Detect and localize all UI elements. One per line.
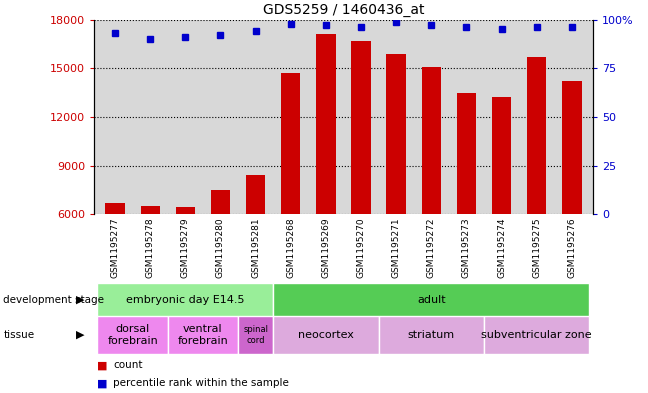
Text: GSM1195278: GSM1195278	[146, 218, 155, 278]
Bar	[492, 97, 511, 214]
Text: ■: ■	[97, 360, 108, 371]
Bar	[211, 190, 230, 214]
Text: ventral
forebrain: ventral forebrain	[178, 324, 228, 346]
Bar	[457, 93, 476, 214]
Bar	[422, 67, 441, 214]
Text: GSM1195271: GSM1195271	[391, 218, 400, 278]
Bar	[386, 54, 406, 214]
Bar	[168, 316, 238, 354]
Bar	[141, 206, 160, 214]
Text: striatum: striatum	[408, 330, 455, 340]
Bar	[378, 316, 484, 354]
Text: GSM1195273: GSM1195273	[462, 218, 471, 278]
Text: GSM1195280: GSM1195280	[216, 218, 225, 278]
Text: percentile rank within the sample: percentile rank within the sample	[113, 378, 289, 388]
Text: GSM1195269: GSM1195269	[321, 218, 330, 278]
Text: neocortex: neocortex	[298, 330, 354, 340]
Text: development stage: development stage	[3, 295, 104, 305]
Text: ▶: ▶	[76, 330, 84, 340]
Text: GSM1195279: GSM1195279	[181, 218, 190, 278]
Text: GSM1195268: GSM1195268	[286, 218, 295, 278]
Bar	[484, 316, 590, 354]
Text: GSM1195270: GSM1195270	[356, 218, 365, 278]
Text: adult: adult	[417, 295, 446, 305]
Bar	[562, 81, 581, 214]
Bar	[238, 316, 273, 354]
Bar	[176, 207, 195, 214]
Text: subventricular zone: subventricular zone	[481, 330, 592, 340]
Bar	[527, 57, 546, 214]
Text: tissue: tissue	[3, 330, 34, 340]
Bar	[97, 283, 273, 316]
Text: GSM1195276: GSM1195276	[568, 218, 576, 278]
Text: ▶: ▶	[76, 295, 84, 305]
Bar	[281, 73, 301, 214]
Title: GDS5259 / 1460436_at: GDS5259 / 1460436_at	[262, 3, 424, 17]
Text: embryonic day E14.5: embryonic day E14.5	[126, 295, 244, 305]
Bar	[106, 203, 124, 214]
Bar	[97, 316, 168, 354]
Text: GSM1195281: GSM1195281	[251, 218, 260, 278]
Text: GSM1195274: GSM1195274	[497, 218, 506, 278]
Text: count: count	[113, 360, 143, 371]
Bar	[351, 41, 371, 214]
Bar	[316, 34, 336, 214]
Text: GSM1195275: GSM1195275	[532, 218, 541, 278]
Text: GSM1195272: GSM1195272	[427, 218, 436, 278]
Text: dorsal
forebrain: dorsal forebrain	[107, 324, 158, 346]
Bar	[273, 283, 590, 316]
Text: GSM1195277: GSM1195277	[111, 218, 119, 278]
Text: spinal
cord: spinal cord	[243, 325, 268, 345]
Text: ■: ■	[97, 378, 108, 388]
Bar	[246, 175, 265, 214]
Bar	[273, 316, 378, 354]
